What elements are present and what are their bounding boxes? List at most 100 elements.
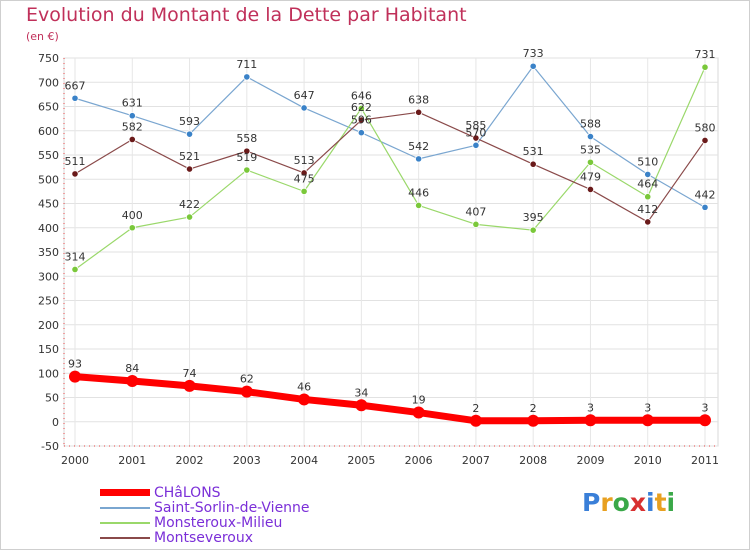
data-label: 511 (65, 155, 86, 168)
y-tick-label: 450 (38, 198, 59, 211)
data-label: 479 (580, 170, 601, 183)
y-tick-label: 400 (38, 222, 59, 235)
data-point (128, 224, 136, 232)
data-label: 711 (236, 58, 257, 71)
data-label: 585 (465, 119, 486, 132)
x-tick-label: 2011 (691, 454, 719, 467)
data-point (469, 414, 482, 427)
data-point (183, 379, 196, 392)
data-label: 74 (183, 367, 197, 380)
data-label: 535 (580, 143, 601, 156)
x-tick-label: 2004 (290, 454, 318, 467)
x-tick-label: 2001 (118, 454, 146, 467)
series-2 (71, 63, 709, 274)
data-label: 570 (465, 126, 486, 139)
data-label: 622 (351, 101, 372, 114)
data-point (472, 134, 480, 142)
data-point (527, 414, 540, 427)
y-tick-label: 150 (38, 343, 59, 356)
y-tick-label: 550 (38, 149, 59, 162)
y-tick-label: 300 (38, 270, 59, 283)
data-point (472, 141, 480, 149)
data-label: 442 (695, 188, 716, 201)
series-line (74, 65, 706, 208)
legend-swatch-montseveroux (100, 537, 150, 539)
y-axis: -50 0 50 100 150 200 250 300 350 400 450 500 550 600 6… (38, 52, 65, 453)
legend-label-montseveroux: Montseveroux (154, 530, 253, 546)
data-label: 395 (523, 211, 544, 224)
y-tick-label: 650 (38, 101, 59, 114)
series-1 (71, 62, 709, 211)
data-point (243, 166, 251, 174)
legend-label-chalons: CHâLONS (154, 485, 221, 501)
y-tick-label: -50 (41, 440, 59, 453)
y-tick-label: 750 (38, 52, 59, 65)
x-tick-label: 2010 (634, 454, 662, 467)
data-point (71, 94, 79, 102)
data-point (298, 393, 311, 406)
data-label: 580 (695, 121, 716, 134)
series-3 (71, 108, 709, 226)
legend-label-saint-sorlin: Saint-Sorlin-de-Vienne (154, 500, 310, 516)
data-point (71, 265, 79, 274)
data-label: 638 (408, 93, 429, 106)
data-label: 2 (530, 402, 537, 415)
logo-letter: o (612, 488, 630, 517)
data-point (529, 62, 537, 70)
data-point (71, 170, 79, 178)
data-point (128, 112, 136, 120)
data-point (586, 185, 595, 194)
data-point (699, 414, 711, 427)
data-point (243, 147, 251, 155)
unit-label: (en €) (26, 30, 59, 43)
data-label: 62 (240, 373, 254, 386)
data-point (357, 129, 365, 137)
data-point (300, 169, 308, 177)
x-tick-label: 2003 (233, 454, 261, 467)
data-point (128, 135, 136, 144)
y-tick-label: 500 (38, 173, 59, 186)
data-label: 647 (294, 89, 315, 102)
proxiti-logo: Proxiti (582, 488, 675, 517)
data-point (701, 136, 709, 145)
data-label: 582 (122, 120, 143, 133)
data-label: 646 (351, 89, 372, 102)
data-point (69, 370, 81, 383)
data-label: 513 (294, 154, 315, 167)
x-tick-label: 2002 (176, 454, 204, 467)
data-label: 34 (354, 386, 368, 399)
series-group (69, 62, 711, 427)
y-tick-label: 600 (38, 125, 59, 138)
data-label: 446 (408, 186, 429, 199)
data-point (300, 104, 308, 112)
y-tick-label: 0 (52, 416, 59, 429)
data-point (644, 193, 652, 201)
data-point (355, 399, 368, 412)
y-tick-label: 100 (38, 367, 59, 380)
x-tick-label: 2000 (61, 454, 89, 467)
data-point (586, 132, 595, 141)
logo-letter: i (646, 488, 655, 517)
data-point (415, 108, 423, 116)
x-axis: 2000 2001 2002 2003 2004 2005 2006 2007 2008 2009… (61, 445, 719, 467)
data-point (357, 104, 365, 113)
data-label: 407 (465, 205, 486, 218)
data-point (185, 165, 194, 173)
x-tick-label: 2005 (347, 454, 375, 467)
logo-letter: t (654, 488, 667, 517)
x-tick-label: 2008 (519, 454, 547, 467)
data-label: 19 (412, 394, 426, 407)
logo-letter: r (600, 488, 613, 517)
data-label: 521 (179, 150, 200, 163)
data-label: 46 (297, 380, 311, 393)
x-tick-label: 2006 (405, 454, 433, 467)
legend-label-monsteroux: Monsteroux-Milieu (154, 515, 283, 531)
data-label: 667 (65, 79, 86, 92)
data-label: 422 (179, 198, 200, 211)
data-label: 631 (122, 97, 143, 110)
legend-swatch-monsteroux (100, 522, 150, 524)
data-point (584, 414, 597, 427)
data-point (415, 155, 423, 163)
data-point (126, 375, 139, 388)
